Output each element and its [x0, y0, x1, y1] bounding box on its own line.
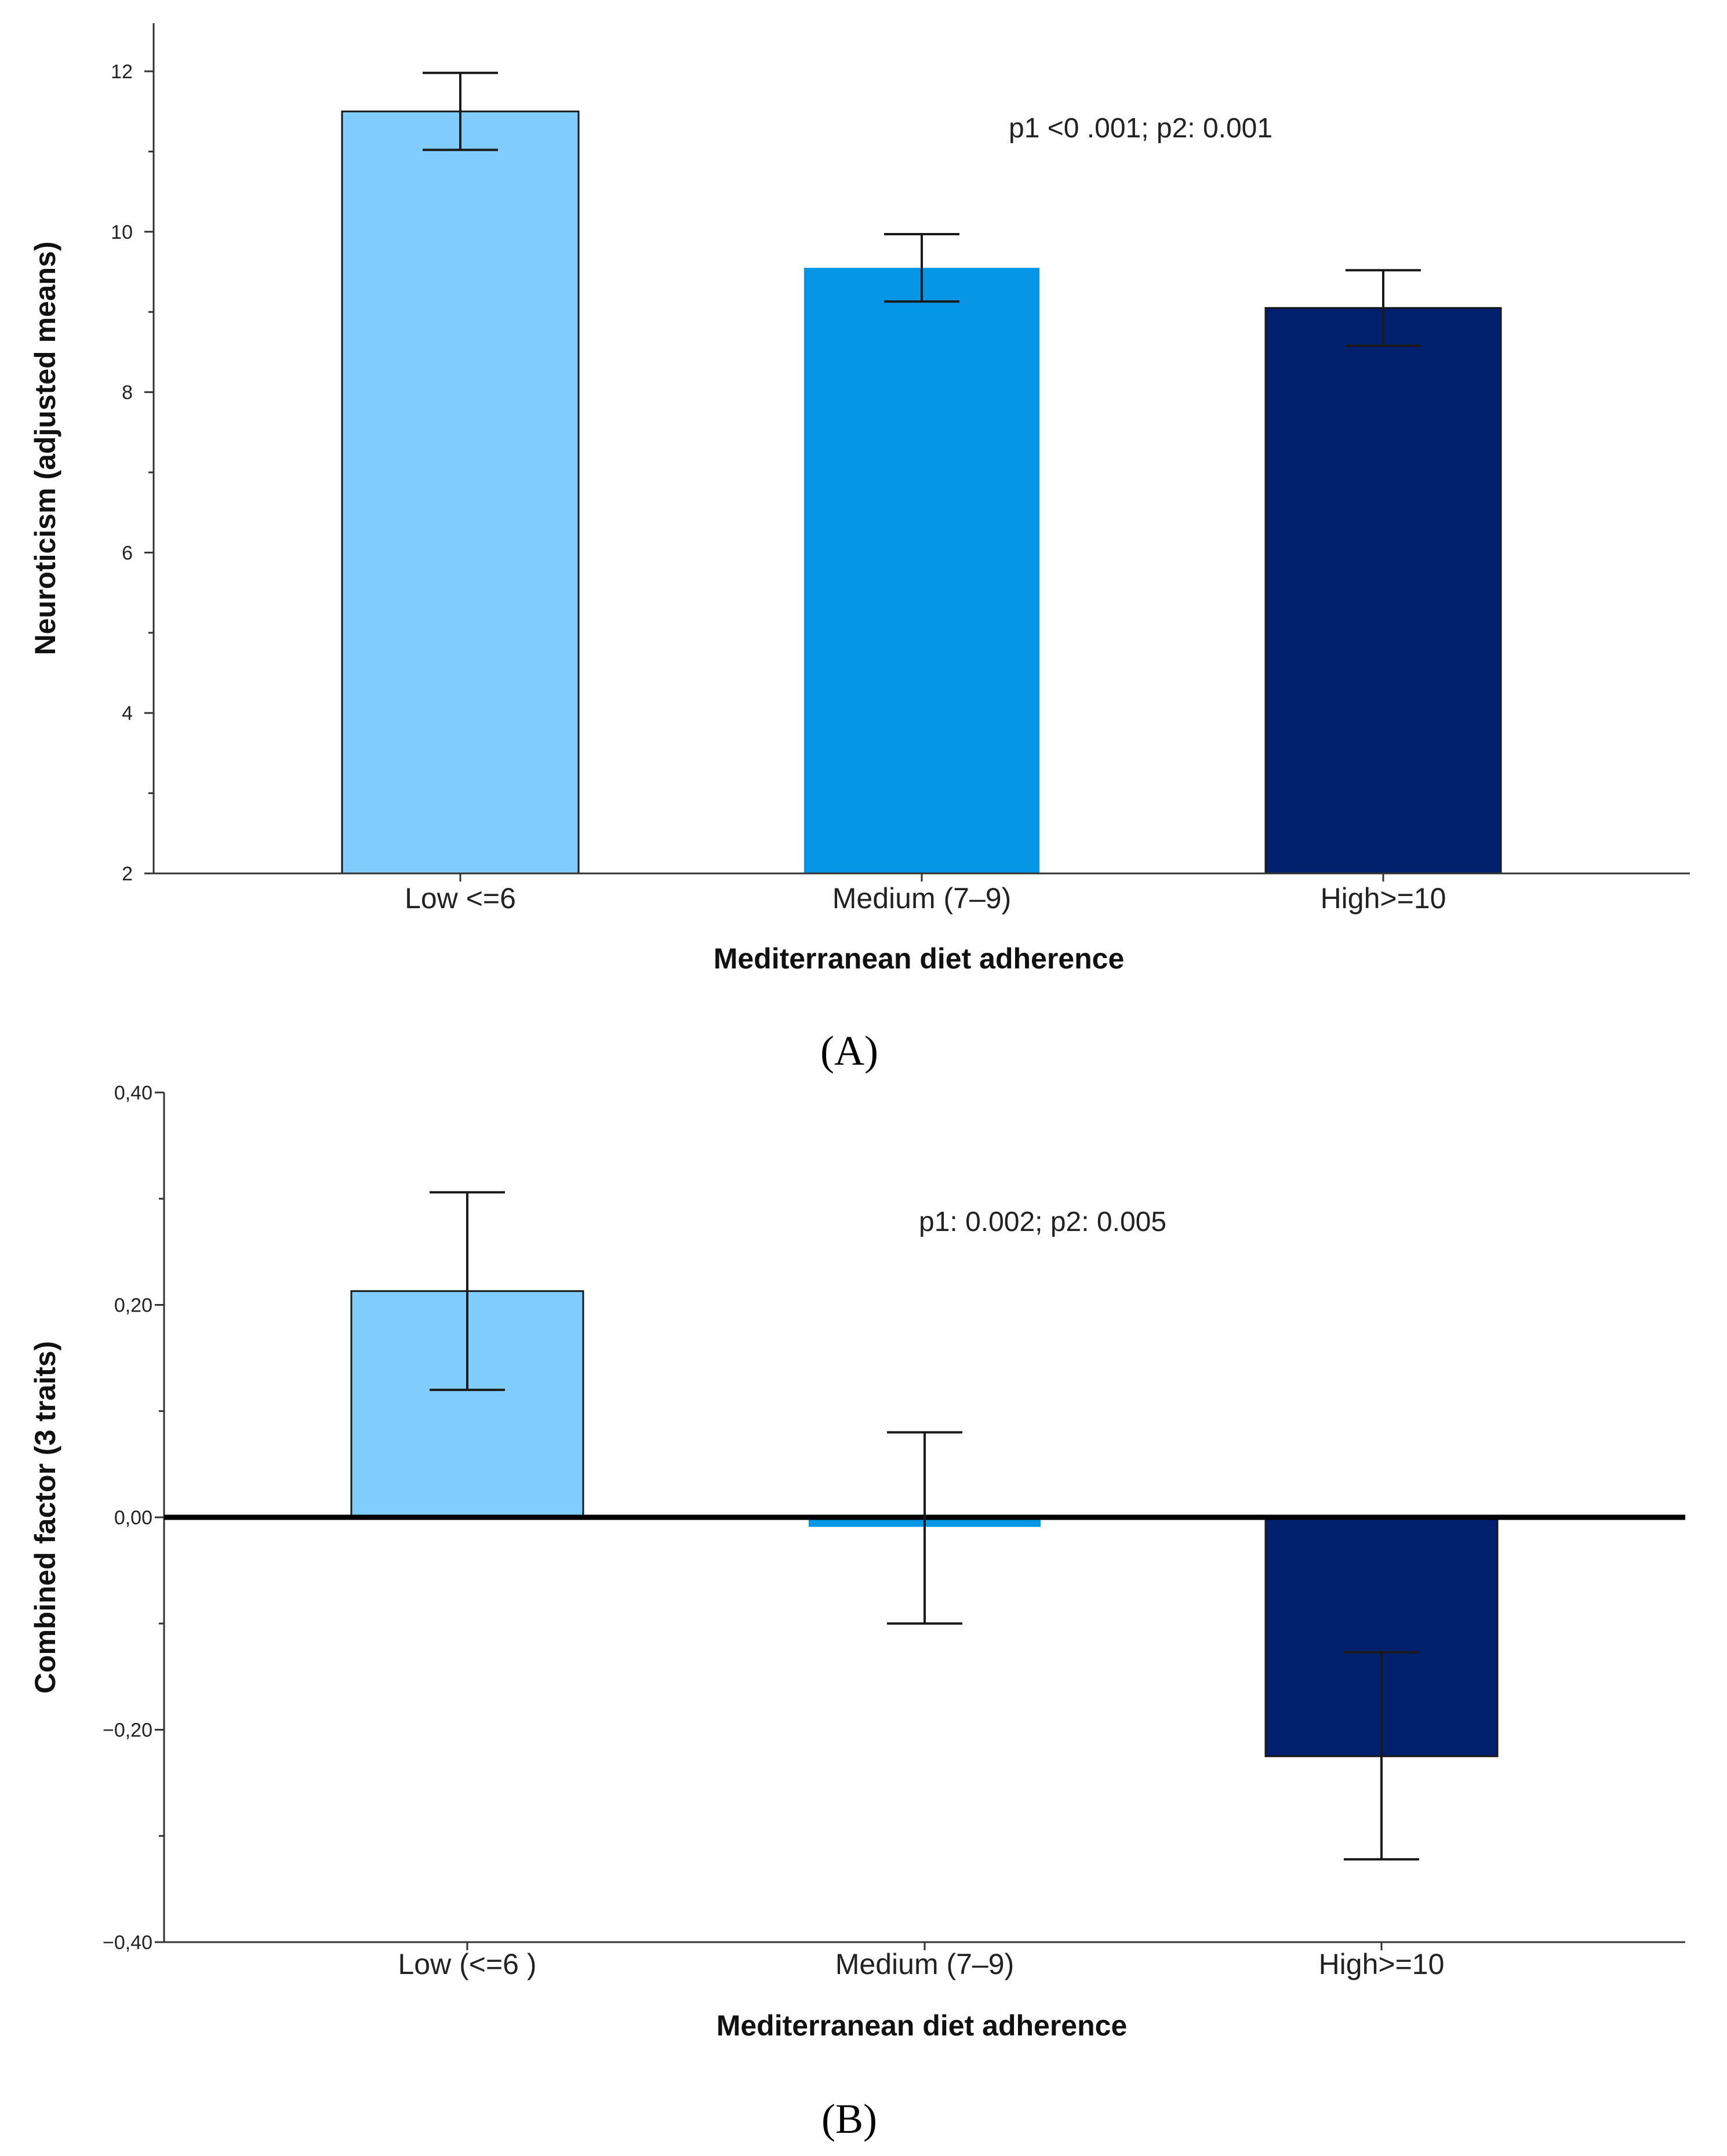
p-value-annotation-b: p1: 0.002; p2: 0.005 [919, 1207, 1166, 1237]
bar-a-3 [1264, 307, 1502, 875]
y-tick-label-a: 8 [122, 382, 133, 404]
error-bar-a-1 [423, 71, 498, 151]
y-tick-label-b: 0,00 [114, 1507, 152, 1529]
error-bar-b-1 [430, 1191, 505, 1392]
y-tick-label-a: 2 [122, 863, 133, 885]
bar-a-1 [341, 110, 580, 875]
y-tick-label-a: 6 [122, 542, 133, 564]
x-category-label-b: High>=10 [1319, 1948, 1445, 1980]
p-value-annotation-a: p1 <0 .001; p2: 0.001 [1009, 113, 1272, 144]
y-tick-label-a: 10 [111, 221, 133, 243]
x-category-label-a: Low <=6 [405, 882, 516, 915]
y-tick-label-a: 12 [111, 61, 133, 83]
x-category-label-b: Low (<=6 ) [398, 1948, 536, 1980]
x-category-label-a: Medium (7–9) [832, 882, 1011, 915]
y-tick-label-b: 0,40 [114, 1082, 152, 1104]
x-category-label-b: Medium (7–9) [835, 1948, 1014, 1980]
chart-panel-b: −0,40 −0,20 0,00 0,20 0,40 Low (<=6 ) Medium (… [29, 1082, 1685, 2142]
y-tick-label-a: 4 [122, 702, 133, 724]
x-category-label-a: High>=10 [1321, 882, 1446, 915]
error-bar-b-3 [1344, 1651, 1419, 1861]
y-axis-title-b: Combined factor (3 traits) [29, 1341, 61, 1694]
bar-a-2 [804, 268, 1039, 873]
chart-panel-a: 2 4 6 8 10 12 Low <=6 Medium (7–9) High>=10 Medit… [29, 23, 1690, 1074]
error-bar-a-3 [1346, 269, 1421, 347]
y-tick-label-b: 0,20 [114, 1295, 152, 1317]
x-axis-title-b: Mediterranean diet adherence [717, 2009, 1128, 2042]
y-tick-label-b: −0,20 [103, 1720, 152, 1742]
error-bar-b-2 [887, 1431, 962, 1625]
y-tick-label-b: −0,40 [103, 1932, 152, 1954]
panel-label-a: (A) [820, 1028, 878, 1074]
x-axis-title-a: Mediterranean diet adherence [714, 942, 1125, 975]
error-bar-a-2 [884, 232, 959, 303]
panel-label-b: (B) [821, 2096, 877, 2142]
y-axis-title-a: Neuroticism (adjusted means) [29, 241, 61, 655]
